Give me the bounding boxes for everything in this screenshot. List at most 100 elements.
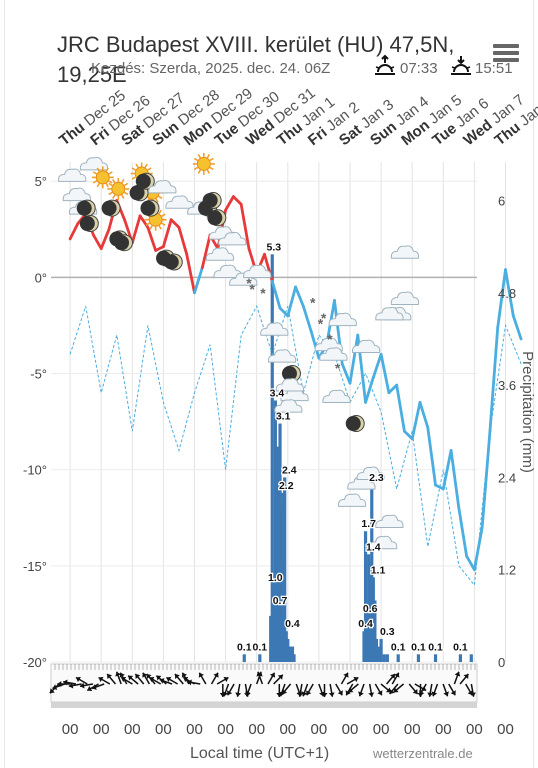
sun-ray [206, 169, 211, 174]
sun-ray [158, 195, 163, 199]
snowflake-glyph: * [260, 285, 266, 301]
precip-bar [373, 600, 377, 662]
menu-icon[interactable] [493, 44, 519, 64]
wind-arrowhead [358, 691, 364, 697]
wind-arrowhead [256, 671, 263, 677]
cloud-shape [213, 264, 242, 279]
wind-arrowhead [389, 688, 395, 694]
sun-ray [144, 163, 148, 168]
wind-arrowhead [345, 690, 351, 696]
temperature-segment [511, 314, 523, 341]
wind-arrowhead [343, 672, 349, 678]
sun-ray [92, 171, 98, 175]
snow-icon: * [249, 281, 255, 297]
wind-arrowhead [187, 679, 192, 686]
wind-arrowhead [463, 674, 469, 680]
cloud-shape [148, 179, 177, 194]
wind-arrowhead [377, 690, 383, 696]
precip-bar [258, 654, 262, 662]
moon-icon [114, 234, 134, 252]
snow-icon: * [335, 360, 341, 376]
sun-ray [161, 213, 166, 217]
sun-ray [197, 153, 202, 159]
cloud-icon [274, 399, 303, 413]
wind-arrowhead [223, 676, 229, 683]
temperature-segment [231, 195, 243, 206]
precip-value-label: 0.4 [285, 618, 300, 630]
wind-arrowhead [198, 672, 204, 678]
wind-arrowhead [394, 672, 400, 678]
cloud-shape [369, 535, 398, 550]
time-tick-label: 00 [248, 721, 265, 738]
temperature-segment [504, 268, 515, 318]
wind-arrowhead [412, 688, 418, 694]
moon-shadow [135, 173, 151, 189]
temperature-segment [395, 383, 406, 433]
y-right-tick-label: 1.2 [498, 563, 516, 578]
cloud-icon [260, 322, 289, 336]
cloud-icon [58, 168, 87, 182]
temperature-segment [193, 266, 204, 295]
cloud-shape [274, 399, 303, 413]
wind-arrowhead [427, 692, 434, 697]
snowflake-glyph: * [249, 281, 255, 297]
sun-ray [108, 182, 113, 187]
sun-ray [193, 166, 199, 171]
wind-arrowhead [227, 690, 233, 696]
wind-arrowhead [235, 692, 242, 697]
cloud-icon [322, 389, 351, 404]
y-left-tick-label: -20° [23, 655, 47, 670]
cloud-icon [148, 179, 177, 194]
cloud-icon [275, 378, 304, 392]
sun-ray [161, 222, 166, 226]
source-credit[interactable]: wetterzentrale.de [373, 746, 473, 761]
wind-arrowhead [279, 691, 285, 697]
wind-arrowhead [443, 691, 450, 697]
temperature-segment [169, 218, 181, 229]
time-tick-label: 00 [155, 721, 172, 738]
wind-arrowhead [98, 676, 104, 683]
wind-arrowhead [282, 688, 288, 694]
wind-arrowhead [213, 672, 219, 678]
wind-arrowhead [390, 674, 395, 680]
sun-ray [149, 225, 153, 230]
cloud-icon [243, 264, 272, 279]
moon-shadow [129, 185, 145, 201]
precip-value-label: 0.4 [358, 618, 373, 630]
wind-arrowhead [269, 672, 276, 678]
sun-ray [123, 182, 129, 187]
temperature-segment [224, 195, 235, 212]
moon-shadow [76, 200, 92, 216]
snow-icon: * [260, 285, 266, 301]
wind-arrowhead [431, 691, 438, 697]
wind-arrowhead [156, 675, 162, 681]
wind-band [50, 663, 478, 703]
temperature-segment [496, 268, 507, 329]
cloud-shape [351, 339, 381, 354]
moon-icon [281, 365, 301, 383]
snow-icon: * [246, 275, 252, 291]
sun-disc [95, 170, 110, 185]
temperature-segment [403, 429, 414, 441]
cloud-icon [205, 247, 235, 261]
wind-arrowhead [306, 690, 312, 696]
sun-ray [108, 191, 113, 196]
sun-ray [96, 183, 100, 188]
precip-value-label: 1.1 [371, 564, 386, 576]
page-title-line2: 19,25E [57, 62, 127, 87]
moon-icon [163, 253, 183, 271]
moon-icon [207, 209, 227, 227]
wind-arrowhead [75, 676, 81, 683]
moon-shadow [140, 200, 156, 216]
y-right-tick-label: 2.4 [498, 470, 516, 485]
y-right-axis-title: Precipitation (mm) [519, 351, 536, 473]
precip-bar [433, 654, 438, 662]
time-tick-label: 00 [93, 721, 110, 738]
temperature-segment [239, 202, 251, 250]
precip-bar [385, 654, 389, 662]
wind-arrowhead [469, 692, 476, 697]
wind-arrowhead [385, 687, 391, 693]
wind-arrowhead [159, 678, 165, 684]
wind-arrowhead [368, 692, 375, 697]
